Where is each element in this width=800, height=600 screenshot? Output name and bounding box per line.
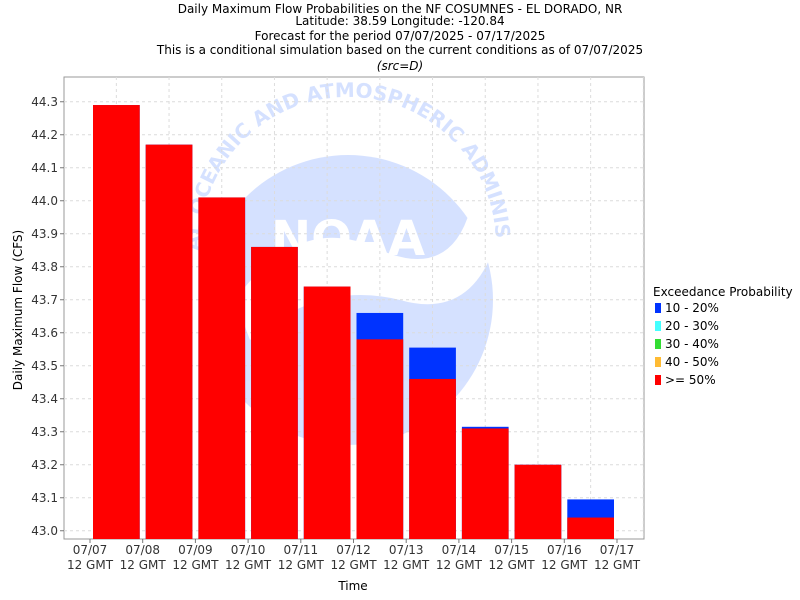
legend-item-label: >= 50% xyxy=(665,373,716,387)
bar-ge50-2 xyxy=(198,197,246,539)
x-tick-time: 12 GMT xyxy=(330,558,377,572)
bar-ge50-5 xyxy=(356,339,404,539)
x-tick-date: 07/08 xyxy=(125,543,160,557)
bar-ge50-9 xyxy=(567,517,614,539)
legend-swatch xyxy=(655,357,661,367)
x-tick-time: 12 GMT xyxy=(383,558,430,572)
x-tick-time: 12 GMT xyxy=(120,558,167,572)
bars xyxy=(93,105,614,540)
chart-title: Daily Maximum Flow Probabilities on the … xyxy=(178,2,623,16)
x-tick-time: 12 GMT xyxy=(278,558,325,572)
x-tick-time: 12 GMT xyxy=(594,558,641,572)
x-tick-time: 12 GMT xyxy=(172,558,219,572)
legend-swatch xyxy=(655,375,661,385)
legend-item-label: 20 - 30% xyxy=(665,319,719,333)
y-tick-label: 44.0 xyxy=(31,194,58,208)
legend-item-label: 40 - 50% xyxy=(665,355,719,369)
x-tick-date: 07/13 xyxy=(389,543,424,557)
x-tick-date: 07/16 xyxy=(547,543,582,557)
legend-title: Exceedance Probability xyxy=(653,285,793,299)
chart-subtitle-source: (src=D) xyxy=(377,59,423,73)
chart-subtitle-conditions: This is a conditional simulation based o… xyxy=(156,43,643,57)
legend-swatch xyxy=(655,339,661,349)
legend-swatch xyxy=(655,303,661,313)
bar-ge50-0 xyxy=(93,105,140,540)
x-tick-date: 07/15 xyxy=(494,543,529,557)
legend-swatch xyxy=(655,321,661,331)
x-tick-date: 07/12 xyxy=(336,543,371,557)
y-tick-label: 44.1 xyxy=(31,161,58,175)
x-axis-title: Time xyxy=(337,579,367,593)
bar-ge50-1 xyxy=(145,144,193,539)
y-tick-label: 43.5 xyxy=(31,359,58,373)
x-tick-date: 07/17 xyxy=(600,543,635,557)
x-tick-time: 12 GMT xyxy=(67,558,114,572)
y-axis-title: Daily Maximum Flow (CFS) xyxy=(11,230,25,390)
y-tick-label: 44.3 xyxy=(31,95,58,109)
x-tick-time: 12 GMT xyxy=(225,558,272,572)
bar-ge50-3 xyxy=(251,246,298,539)
noaa-gull-icon xyxy=(235,210,495,340)
y-tick-label: 43.1 xyxy=(31,491,58,505)
legend-item-label: 10 - 20% xyxy=(665,301,719,315)
y-tick-label: 44.2 xyxy=(31,128,58,142)
y-tick-label: 43.0 xyxy=(31,524,58,538)
chart-subtitle-period: Forecast for the period 07/07/2025 - 07/… xyxy=(255,29,546,43)
bar-ge50-8 xyxy=(514,464,562,539)
legend-item-label: 30 - 40% xyxy=(665,337,719,351)
y-tick-label: 43.8 xyxy=(31,260,58,274)
x-tick-date: 07/14 xyxy=(442,543,477,557)
chart-title-block: Daily Maximum Flow Probabilities on the … xyxy=(156,2,643,73)
x-tick-time: 12 GMT xyxy=(436,558,483,572)
x-tick-date: 07/07 xyxy=(73,543,108,557)
y-tick-label: 43.3 xyxy=(31,425,58,439)
x-tick-time: 12 GMT xyxy=(541,558,588,572)
chart-subtitle-location: Latitude: 38.59 Longitude: -120.84 xyxy=(295,14,504,28)
y-tick-label: 43.2 xyxy=(31,458,58,472)
y-axis: 43.0 43.1 43.2 43.3 43.4 43.5 43.6 43.7 43.8 43.9… xyxy=(31,95,64,538)
bar-ge50-4 xyxy=(303,286,351,539)
x-tick-date: 07/11 xyxy=(284,543,319,557)
x-tick-date: 07/09 xyxy=(178,543,213,557)
y-tick-label: 43.4 xyxy=(31,392,58,406)
y-tick-label: 43.7 xyxy=(31,293,58,307)
x-tick-time: 12 GMT xyxy=(489,558,536,572)
legend: Exceedance Probability 10 - 20% 20 - 30% 3… xyxy=(653,285,793,387)
y-tick-label: 43.6 xyxy=(31,326,58,340)
x-tick-date: 07/10 xyxy=(231,543,266,557)
bar-ge50-7 xyxy=(461,428,509,539)
y-tick-label: 43.9 xyxy=(31,227,58,241)
bar-ge50-6 xyxy=(409,378,456,539)
